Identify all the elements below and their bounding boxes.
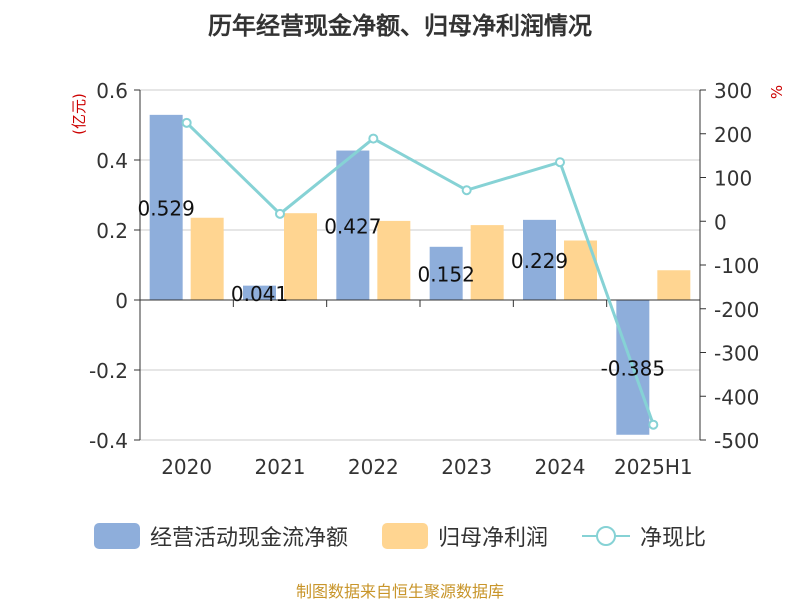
right-axis-tick-label: -100 <box>714 254 759 278</box>
left-axis-tick-label: -0.2 <box>89 359 128 383</box>
left-axis-tick-label: 0.6 <box>96 79 128 103</box>
data-label-cash-flow: -0.385 <box>601 356 665 380</box>
x-tick-label: 2023 <box>441 455 492 479</box>
legend-label-cash-ratio: 净现比 <box>640 526 707 551</box>
legend-item-cash-ratio[interactable]: 净现比 <box>582 520 706 552</box>
source-note: 制图数据来自恒生聚源数据库 <box>295 582 504 601</box>
point-cash-ratio <box>461 185 472 196</box>
x-tick-label: 2024 <box>535 455 586 479</box>
right-axis-tick-label: -300 <box>714 342 759 366</box>
x-tick-label: 2022 <box>348 455 399 479</box>
point-cash-ratio <box>648 419 659 430</box>
line-cash-ratio <box>185 121 655 426</box>
left-axis-tick-label: 0 <box>115 289 128 313</box>
right-axis-tick-label: -200 <box>714 298 759 322</box>
right-axis-tick-label: 200 <box>714 123 752 147</box>
bar-net-profit <box>657 270 691 300</box>
point-cash-ratio <box>555 157 565 168</box>
legend-item-cash-flow[interactable]: 经营活动现金流净额 <box>93 520 348 552</box>
legend-item-net-profit[interactable]: 归母净利润 <box>381 520 548 552</box>
x-tick-label: 2021 <box>255 455 306 479</box>
legend-swatch-net-profit <box>381 523 428 549</box>
bar-cash-flow <box>149 114 183 300</box>
bar-cash-flow <box>336 150 370 300</box>
legend-swatch-cash-ratio <box>582 523 630 549</box>
data-label-cash-flow: 0.229 <box>511 249 568 273</box>
right-axis-tick-label: -400 <box>714 385 759 409</box>
bar-cash-flow <box>429 246 463 300</box>
legend-label-net-profit: 归母净利润 <box>437 526 548 551</box>
bar-cash-flow <box>243 285 276 300</box>
left-axis-tick-label: 0.2 <box>96 219 128 243</box>
legend-swatch-cash-flow <box>93 523 140 549</box>
bar-net-profit <box>190 217 224 300</box>
left-axis-tick-label: -0.4 <box>89 429 128 453</box>
point-cash-ratio <box>368 133 379 144</box>
chart-title: 历年经营现金净额、归母净利润情况 <box>208 12 592 40</box>
bar-net-profit <box>284 213 317 300</box>
bar-cash-flow <box>523 219 556 300</box>
point-cash-ratio <box>275 208 285 219</box>
right-axis-tick-label: -500 <box>714 429 759 453</box>
legend-label-cash-flow: 经营活动现金流净额 <box>149 526 348 551</box>
bar-net-profit <box>470 225 504 300</box>
bar-net-profit <box>377 220 411 300</box>
data-label-cash-flow: 0.041 <box>231 282 288 306</box>
data-label-cash-flow: 0.427 <box>324 214 381 238</box>
chart-legend: 经营活动现金流净额 归母净利润 净现比 <box>0 516 800 556</box>
data-label-cash-flow: 0.529 <box>138 196 195 220</box>
right-axis-tick-label: 100 <box>714 167 752 191</box>
right-axis-unit: % <box>768 85 786 99</box>
right-axis-tick-label: 0 <box>714 210 727 234</box>
left-axis-tick-label: 0.4 <box>96 149 128 173</box>
x-tick-label: 2025H1 <box>614 455 693 479</box>
right-axis-tick-label: 300 <box>714 79 752 103</box>
point-cash-ratio <box>181 117 192 128</box>
data-label-cash-flow: 0.152 <box>418 262 475 286</box>
x-tick-label: 2020 <box>161 455 212 479</box>
left-axis-unit: (亿元) <box>70 93 88 135</box>
